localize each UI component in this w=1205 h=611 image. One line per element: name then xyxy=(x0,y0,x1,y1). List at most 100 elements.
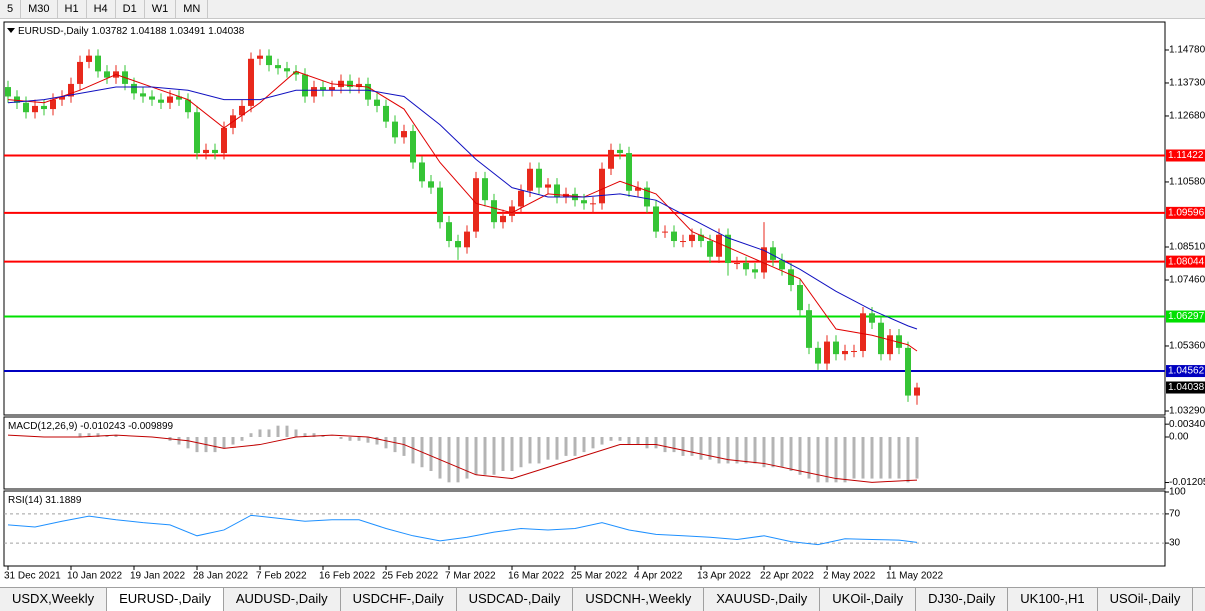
candle-body xyxy=(374,99,380,106)
histogram-bar xyxy=(384,437,388,449)
candle-body xyxy=(14,96,20,103)
timeframe-button[interactable]: H1 xyxy=(58,0,87,18)
chart-tab[interactable]: AUDUSD-,Daily xyxy=(224,588,341,611)
candle-body xyxy=(905,347,911,396)
chart-tab[interactable]: DJ30-,Daily xyxy=(916,588,1009,611)
chart: 1.14780 1.13730 1.12680 1.10580 1.08510 1.074… xyxy=(3,21,1205,582)
indicator-line xyxy=(7,434,918,483)
timeframe-button[interactable]: MN xyxy=(176,0,209,18)
chart-tab[interactable]: UK100-,H1 xyxy=(1008,588,1098,611)
panel-frame xyxy=(3,490,1166,567)
chart-tab[interactable]: HK50-,I xyxy=(1193,588,1205,611)
candle-body xyxy=(86,55,92,62)
timeframe-button[interactable]: M30 xyxy=(21,0,58,18)
timeframe-button[interactable]: H4 xyxy=(87,0,116,18)
x-tick-label: 4 Apr 2022 xyxy=(634,571,683,582)
candle-body xyxy=(158,99,164,103)
candle-body xyxy=(41,105,47,110)
candle-body xyxy=(401,131,407,138)
histogram-bar xyxy=(915,437,919,479)
chart-tab[interactable]: EURUSD-,Daily xyxy=(107,588,224,611)
y-tick-label: 1.08510 xyxy=(1169,242,1205,253)
candle-body xyxy=(770,247,776,260)
chart-tab[interactable]: USDCNH-,Weekly xyxy=(573,588,705,611)
indicator-value: -0.010243 xyxy=(80,421,125,432)
chart-tab[interactable]: USOil-,Daily xyxy=(1098,588,1194,611)
histogram-bar xyxy=(582,437,586,453)
histogram-bar xyxy=(771,437,775,468)
timeframe-button[interactable]: W1 xyxy=(145,0,177,18)
histogram-bar xyxy=(726,437,730,464)
candle-body xyxy=(617,149,623,154)
histogram-bar xyxy=(843,437,847,483)
candle-body xyxy=(707,241,713,257)
histogram-bar xyxy=(825,437,829,483)
histogram-bar xyxy=(366,437,370,443)
histogram-bar xyxy=(816,437,820,483)
histogram-bar xyxy=(717,437,721,464)
candle-body xyxy=(221,127,227,154)
candle-body xyxy=(797,285,803,311)
timeframe-button[interactable]: 5 xyxy=(0,0,22,18)
histogram-bar xyxy=(87,433,91,437)
chart-tab[interactable]: USDCAD-,Daily xyxy=(457,588,574,611)
candle-body xyxy=(68,83,74,97)
histogram-bar xyxy=(537,437,541,464)
candle-body xyxy=(500,215,506,223)
chart-tab[interactable]: UKOil-,Daily xyxy=(820,588,917,611)
histogram-bar xyxy=(222,437,226,449)
histogram-bar xyxy=(870,437,874,479)
histogram-bar xyxy=(186,437,190,449)
candle-body xyxy=(608,149,614,169)
histogram-bar xyxy=(663,437,667,453)
panel-frame xyxy=(3,416,1166,490)
candle-body xyxy=(662,231,668,233)
histogram-bar xyxy=(429,437,433,471)
histogram-bar xyxy=(888,437,892,479)
histogram-bar xyxy=(861,437,865,479)
candle-body xyxy=(824,341,830,364)
y-tick-label: 1.05360 xyxy=(1169,341,1205,352)
histogram-bar xyxy=(906,437,910,483)
candle-body xyxy=(203,149,209,154)
candle-body xyxy=(743,263,749,270)
candle-body xyxy=(518,190,524,207)
chart-tab[interactable]: USDCHF-,Daily xyxy=(341,588,457,611)
indicator-line xyxy=(7,514,918,546)
chart-tab[interactable]: USDX,Weekly xyxy=(0,588,108,611)
candle-body xyxy=(410,131,416,163)
candle-body xyxy=(194,112,200,154)
y-tick-label: 70 xyxy=(1169,509,1181,520)
candle-body xyxy=(437,187,443,223)
timeframe-toolbar: 5 M30 H1 H4 D1 W1 MN xyxy=(0,0,1205,19)
histogram-bar xyxy=(798,437,802,475)
candle-body xyxy=(212,149,218,154)
candle-body xyxy=(50,99,56,110)
chart-tab[interactable]: XAUUSD-,Daily xyxy=(704,588,821,611)
candle-body xyxy=(689,234,695,242)
y-tick-label: 0.00 xyxy=(1169,432,1189,443)
histogram-bar xyxy=(456,437,460,483)
candle-body xyxy=(257,55,263,59)
histogram-bar xyxy=(303,433,307,437)
candle-body xyxy=(635,187,641,191)
histogram-bar xyxy=(591,437,595,449)
price-tag xyxy=(1166,365,1205,378)
candle-body xyxy=(896,335,902,348)
histogram-bar xyxy=(195,437,199,453)
histogram-bar xyxy=(762,437,766,468)
histogram-bar xyxy=(681,437,685,456)
candle-body xyxy=(671,231,677,242)
chart-header: EURUSD-,Daily 1.03782 1.04188 1.03491 1.… xyxy=(18,26,245,37)
candle-body xyxy=(347,80,353,88)
indicator-title: MACD(12,26,9) xyxy=(8,421,77,432)
y-tick-label: 1.07460 xyxy=(1169,275,1205,286)
y-tick-label: 1.10580 xyxy=(1169,177,1205,188)
histogram-bar xyxy=(636,437,640,445)
candle-body xyxy=(581,200,587,204)
candle-body xyxy=(365,83,371,100)
price-tag-label: 1.06297 xyxy=(1168,311,1205,322)
candle-body xyxy=(833,341,839,355)
timeframe-button[interactable]: D1 xyxy=(116,0,145,18)
histogram-bar xyxy=(312,433,316,437)
